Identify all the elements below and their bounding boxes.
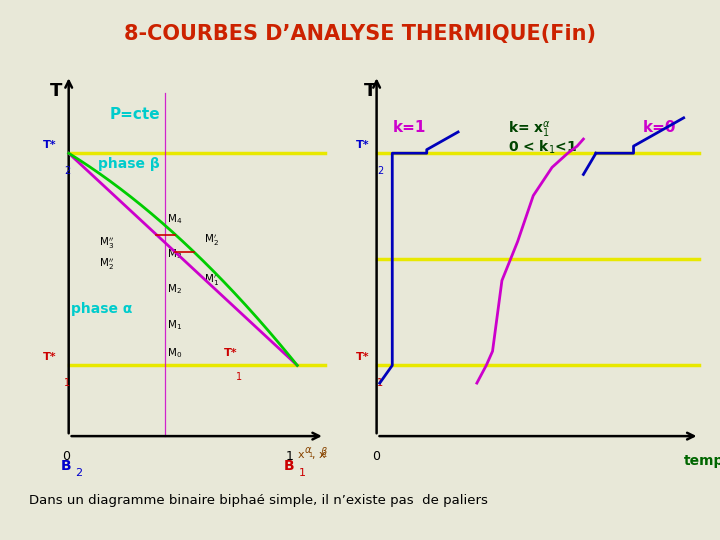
Text: $\alpha$: $\alpha$ (304, 445, 312, 455)
Text: M$_2''$: M$_2''$ (99, 257, 114, 272)
Text: M$_1$: M$_1$ (167, 318, 182, 332)
Text: 1: 1 (285, 450, 293, 463)
Text: M$_2'$: M$_2'$ (204, 232, 218, 247)
Text: M$_0$: M$_0$ (167, 346, 182, 360)
Text: M$_3$: M$_3$ (167, 247, 182, 261)
Text: $_1$: $_1$ (323, 450, 328, 460)
Text: x: x (297, 450, 304, 460)
Text: T: T (50, 83, 63, 100)
Text: Dans un diagramme binaire biphaé simple, il n’existe pas  de paliers: Dans un diagramme binaire biphaé simple,… (29, 494, 487, 507)
Text: M$_4$: M$_4$ (167, 212, 182, 226)
Text: 2: 2 (64, 166, 71, 176)
Text: T: T (364, 83, 376, 100)
Text: M$_1'$: M$_1'$ (204, 273, 219, 288)
Text: 1: 1 (64, 378, 71, 388)
Text: M$_2$: M$_2$ (167, 282, 182, 296)
Text: k=1: k=1 (392, 120, 426, 134)
Text: 1: 1 (298, 468, 305, 478)
Text: k=0: k=0 (643, 120, 676, 134)
Text: $_1$: $_1$ (307, 450, 313, 460)
Text: phase α: phase α (71, 302, 132, 316)
Text: k= x$_1^{\alpha}$: k= x$_1^{\alpha}$ (508, 120, 552, 140)
Text: P=cte: P=cte (110, 107, 161, 122)
Text: 2: 2 (377, 166, 384, 176)
Text: T*: T* (224, 348, 238, 359)
Text: T*: T* (42, 352, 56, 362)
Text: 1: 1 (377, 378, 383, 388)
Text: temps: temps (684, 454, 720, 468)
Text: phase β: phase β (99, 157, 160, 171)
Text: 1: 1 (235, 373, 242, 382)
Text: 0: 0 (372, 450, 380, 463)
Text: T*: T* (42, 140, 56, 150)
Text: , x: , x (312, 450, 325, 460)
Text: 0: 0 (63, 450, 71, 463)
Text: T*: T* (356, 140, 369, 150)
Text: B: B (61, 459, 72, 473)
Text: T*: T* (356, 352, 369, 362)
Text: 2: 2 (76, 468, 83, 478)
Text: $\beta$: $\beta$ (320, 445, 328, 459)
Text: B: B (284, 459, 294, 473)
Text: 0 < k$_1$<1: 0 < k$_1$<1 (508, 139, 577, 157)
Text: 8-COURBES D’ANALYSE THERMIQUE(Fin): 8-COURBES D’ANALYSE THERMIQUE(Fin) (124, 24, 596, 44)
Text: M$_3''$: M$_3''$ (99, 235, 114, 251)
